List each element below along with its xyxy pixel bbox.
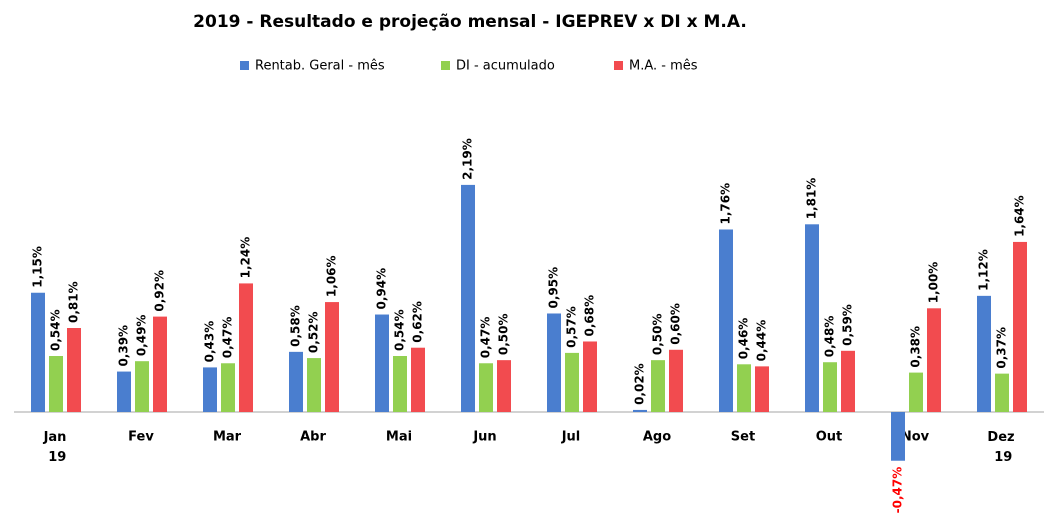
bar <box>565 352 579 412</box>
bar <box>633 409 647 412</box>
value-label: 0,57% <box>565 306 579 348</box>
bar <box>153 316 167 412</box>
value-label: 0,50% <box>497 314 511 356</box>
bar <box>49 356 63 412</box>
x-tick-label: Nov <box>901 430 930 445</box>
value-label: 0,54% <box>393 309 407 351</box>
bar <box>891 412 905 461</box>
value-label: 2,19% <box>461 138 475 180</box>
bar <box>1013 241 1027 412</box>
value-label: 0,43% <box>203 321 217 363</box>
value-label: 1,06% <box>325 255 339 297</box>
bar <box>307 358 321 412</box>
value-label: 0,94% <box>375 268 389 310</box>
x-tick-label: Jun <box>472 430 496 445</box>
x-tick-label: Mar <box>213 430 242 445</box>
x-tick-label: Set <box>731 430 755 445</box>
x-tick-label: Jan 19 <box>43 430 67 465</box>
bar <box>583 341 597 412</box>
value-label: 0,50% <box>651 314 665 356</box>
x-tick-label: Mai <box>386 430 412 445</box>
bar <box>67 328 81 412</box>
value-label: 0,39% <box>117 325 131 367</box>
value-label: 0,58% <box>289 305 303 347</box>
value-label: 0,59% <box>841 304 855 346</box>
bar <box>393 356 407 412</box>
x-tick-label: Fev <box>128 430 154 445</box>
bar <box>203 367 217 412</box>
value-label: 0,37% <box>995 327 1009 369</box>
bar <box>411 347 425 412</box>
bar <box>497 360 511 412</box>
bar <box>977 295 991 412</box>
value-label: 0,49% <box>135 315 149 357</box>
value-label: 0,48% <box>823 316 837 358</box>
legend-label: DI - acumulado <box>456 59 555 74</box>
bar <box>135 361 149 412</box>
bar <box>737 364 751 412</box>
value-label: 0,81% <box>67 281 81 323</box>
value-label: -0,47% <box>891 467 905 514</box>
value-label: 0,92% <box>153 270 167 312</box>
x-tick-label: Out <box>816 430 843 445</box>
value-label: 1,24% <box>239 237 253 279</box>
value-label: 0,38% <box>909 326 923 368</box>
value-label: 0,62% <box>411 301 425 343</box>
bar <box>651 360 665 412</box>
legend-swatch <box>614 61 623 70</box>
value-label: 1,12% <box>977 249 991 291</box>
legend-swatch <box>240 61 249 70</box>
x-tick-label: Dez 19 <box>987 430 1014 465</box>
legend-label: Rentab. Geral - mês <box>255 59 385 74</box>
bar <box>669 349 683 412</box>
x-tick-label: Abr <box>300 430 326 445</box>
value-label: 1,00% <box>927 262 941 304</box>
value-label: 0,68% <box>583 295 597 337</box>
value-label: 1,81% <box>805 178 819 220</box>
bar <box>117 371 131 412</box>
bar <box>805 224 819 412</box>
bar <box>239 283 253 412</box>
bar <box>927 308 941 412</box>
bar <box>375 314 389 412</box>
bar <box>325 302 339 412</box>
value-label: 0,44% <box>755 320 769 362</box>
value-label: 1,76% <box>719 183 733 225</box>
bar <box>221 363 235 412</box>
chart-title: 2019 - Resultado e projeção mensal - IGE… <box>193 12 747 32</box>
bar <box>547 313 561 412</box>
bar <box>823 362 837 412</box>
bar <box>719 229 733 412</box>
x-tick-label: Ago <box>643 430 671 445</box>
value-label: 1,15% <box>31 246 45 288</box>
legend-label: M.A. - mês <box>629 59 698 74</box>
value-label: 0,95% <box>547 267 561 309</box>
value-label: 0,54% <box>49 309 63 351</box>
value-label: 0,47% <box>479 317 493 359</box>
value-label: 0,52% <box>307 311 321 353</box>
bar <box>841 350 855 412</box>
bar <box>909 372 923 412</box>
bar <box>995 373 1009 412</box>
value-label: 0,02% <box>633 363 647 405</box>
value-label: 1,64% <box>1013 195 1027 237</box>
value-label: 0,47% <box>221 317 235 359</box>
bar <box>755 366 769 412</box>
value-label: 0,60% <box>669 303 683 345</box>
bar <box>479 363 493 412</box>
legend-swatch <box>441 61 450 70</box>
bar <box>289 351 303 412</box>
x-tick-label: Jul <box>561 430 581 445</box>
value-label: 0,46% <box>737 318 751 360</box>
bar <box>461 184 475 412</box>
bar <box>31 292 45 412</box>
